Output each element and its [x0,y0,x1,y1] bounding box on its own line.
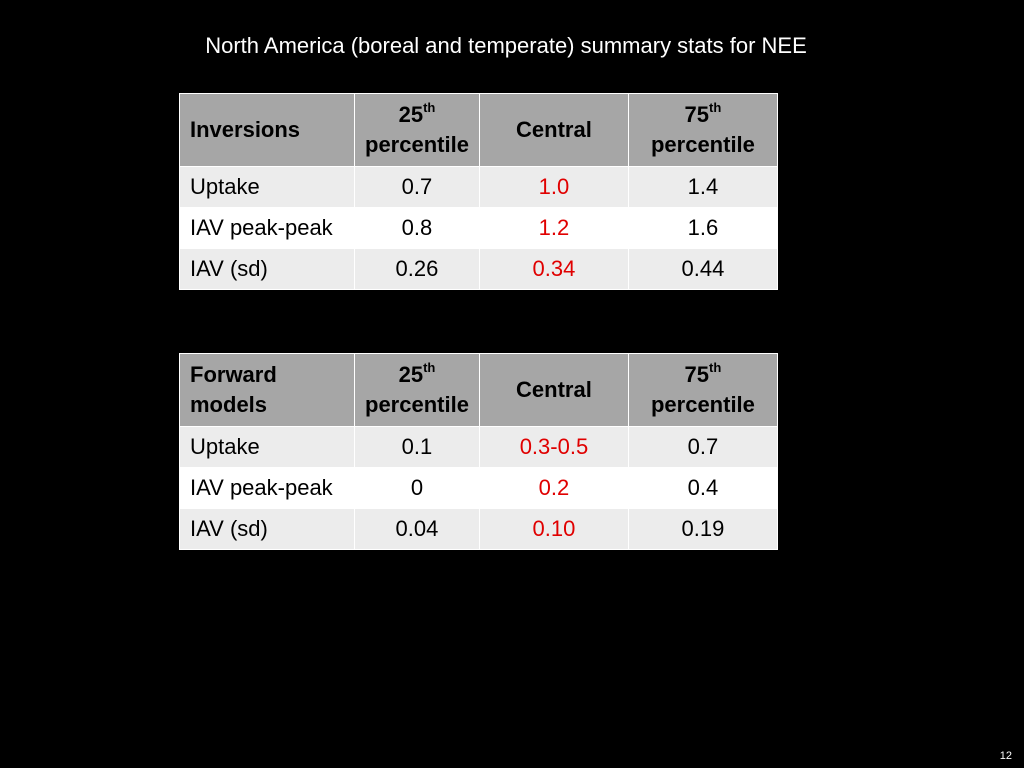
header-25th-percentile: 25th percentile [354,353,480,427]
header-25th-percentile: 25th percentile [354,93,480,167]
forward-models-table: Forward models 25th percentile Central 75… [179,353,778,550]
percentile-number: 25 [398,362,424,387]
table-row: IAV (sd) 0.26 0.34 0.44 [179,248,778,290]
cell-central: 0.2 [478,467,629,509]
slide-title: North America (boreal and temperate) sum… [205,33,807,58]
cell-75th-percentile: 0.19 [627,508,778,550]
percentile-word: percentile [650,392,755,417]
ordinal-suffix: th [423,100,436,115]
header-central: Central [478,353,629,427]
cell-75th-percentile: 1.4 [627,166,778,208]
cell-25th-percentile: 0.04 [354,508,480,550]
cell-central: 1.2 [478,207,629,249]
cell-75th-percentile: 1.6 [627,207,778,249]
header-75th-percentile: 75th percentile [627,353,778,427]
page-number: 12 [999,750,1012,762]
percentile-word: percentile [365,132,469,157]
table-row: Uptake 0.7 1.0 1.4 [179,166,778,208]
cell-25th-percentile: 0 [354,467,480,509]
row-label: Uptake [179,166,355,208]
cell-75th-percentile: 0.44 [627,248,778,290]
percentile-number: 75 [684,102,710,127]
table-header-label: Inversions [179,93,355,167]
percentile-number: 25 [398,102,424,127]
row-label: IAV peak-peak [179,207,355,249]
table-row: Uptake 0.1 0.3-0.5 0.7 [179,426,778,468]
row-label: IAV (sd) [179,508,355,550]
table-header-row: Forward models 25th percentile Central 75… [179,353,778,427]
percentile-word: percentile [650,132,755,157]
cell-central: 0.34 [478,248,629,290]
ordinal-suffix: th [709,100,722,115]
percentile-word: percentile [365,392,469,417]
cell-central: 1.0 [478,166,629,208]
ordinal-suffix: th [709,360,722,375]
cell-central: 0.10 [478,508,629,550]
table-header-row: Inversions 25th percentile Central 75th pe… [179,93,778,167]
row-label: IAV (sd) [179,248,355,290]
inversions-table: Inversions 25th percentile Central 75th pe… [179,93,778,290]
table-row: IAV peak-peak 0.8 1.2 1.6 [179,207,778,249]
table-row: IAV (sd) 0.04 0.10 0.19 [179,508,778,550]
table-row: IAV peak-peak 0 0.2 0.4 [179,467,778,509]
percentile-number: 75 [684,362,710,387]
cell-25th-percentile: 0.8 [354,207,480,249]
row-label: IAV peak-peak [179,467,355,509]
cell-75th-percentile: 0.4 [627,467,778,509]
table-header-label: Forward models [179,353,355,427]
row-label: Uptake [179,426,355,468]
header-central: Central [478,93,629,167]
ordinal-suffix: th [423,360,436,375]
cell-75th-percentile: 0.7 [627,426,778,468]
cell-25th-percentile: 0.1 [354,426,480,468]
cell-25th-percentile: 0.26 [354,248,480,290]
cell-central: 0.3-0.5 [478,426,629,468]
header-75th-percentile: 75th percentile [627,93,778,167]
cell-25th-percentile: 0.7 [354,166,480,208]
